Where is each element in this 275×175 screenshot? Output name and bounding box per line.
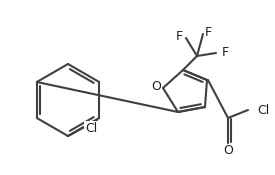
Text: Cl: Cl [257,103,269,117]
Text: F: F [204,26,211,38]
Text: O: O [223,145,233,158]
Text: Cl: Cl [85,121,97,135]
Text: F: F [175,30,183,43]
Text: F: F [221,46,229,58]
Text: O: O [151,79,161,93]
